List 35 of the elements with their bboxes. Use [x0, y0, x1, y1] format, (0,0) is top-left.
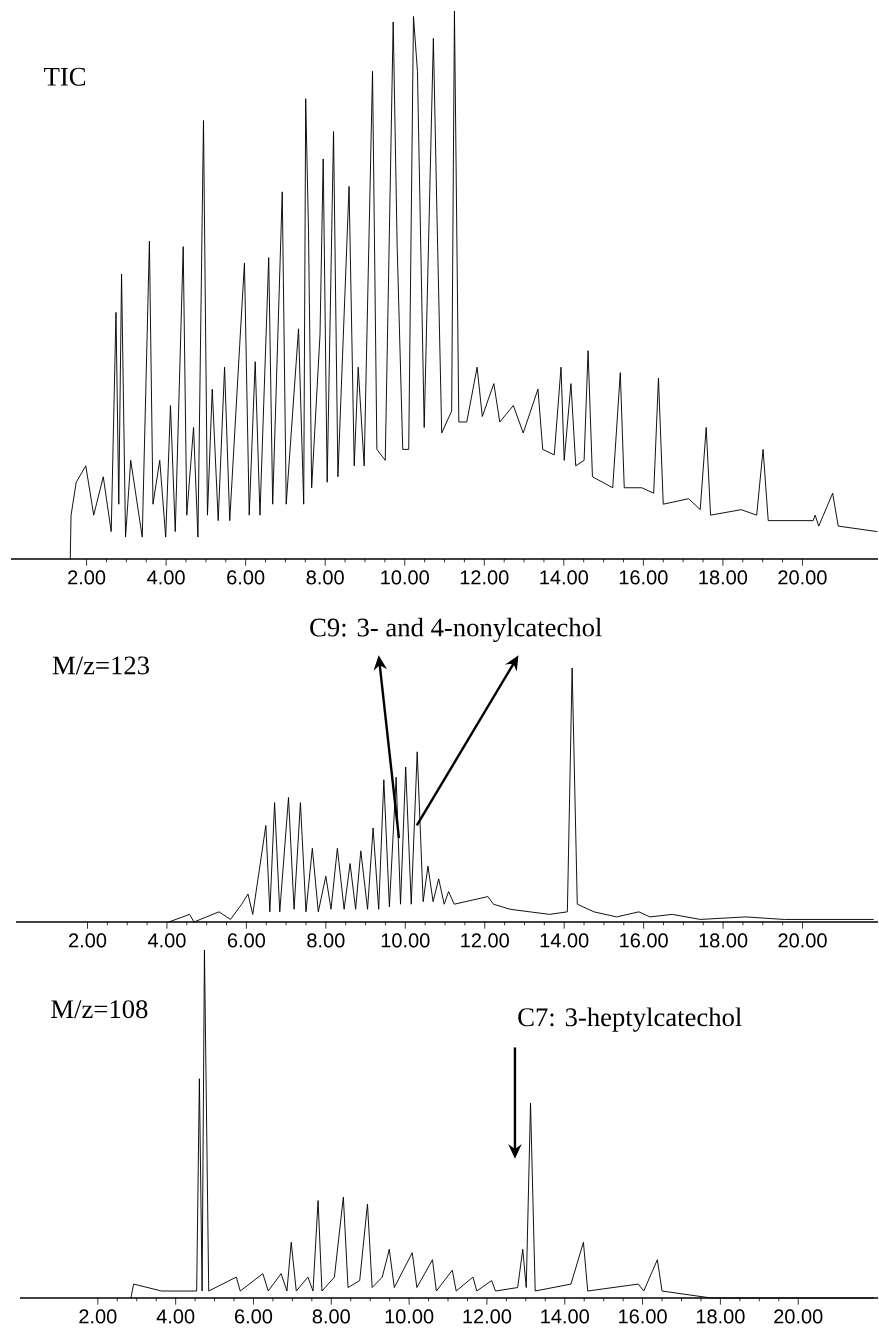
x-tick-label: 18.00	[699, 570, 748, 585]
x-tick-label: 20.00	[778, 933, 827, 948]
text: M/z=108	[51, 1000, 148, 1019]
x-tick-label: 14.00	[540, 570, 589, 585]
x-tick-label: 18.00	[697, 1309, 745, 1324]
text: C9: 3- and 4-nonylcatechol	[310, 617, 603, 643]
x-tick-label: 10.00	[381, 933, 430, 948]
x-tick-label: 8.00	[312, 1309, 351, 1324]
x-tick-label: 12.00	[460, 570, 509, 585]
x-tick-label: 6.00	[228, 933, 266, 948]
x-tick-label: 4.00	[156, 1309, 195, 1324]
x-tick-label: 16.00	[620, 933, 669, 948]
x-tick-label: 20.00	[778, 570, 827, 585]
annotation: C7: 3-heptylcatechol	[518, 1007, 742, 1032]
x-tick-label: 8.00	[307, 933, 345, 948]
x-tick-label: 18.00	[699, 933, 748, 948]
x-tick-label: 16.00	[620, 570, 668, 585]
x-tick-label: 12.00	[461, 933, 510, 948]
x-tick-label: 2.00	[79, 1309, 117, 1324]
x-tick-label: 14.00	[541, 1309, 590, 1324]
x-tick-label: 12.00	[463, 1309, 512, 1324]
x-tick-label: 10.00	[385, 1309, 434, 1324]
x-tick-label: 2.00	[69, 933, 107, 948]
x-tick-label: 2.00	[68, 570, 106, 585]
x-tick-label: 4.00	[148, 933, 186, 948]
x-tick-label: 6.00	[227, 570, 265, 585]
x-tick-label: 6.00	[235, 1309, 273, 1324]
x-tick-label: 14.00	[540, 933, 589, 948]
x-tick-label: 4.00	[147, 570, 185, 585]
x-tick-label: 16.00	[619, 1309, 667, 1324]
chart-title: M/z=123	[52, 656, 150, 675]
x-tick-label: 20.00	[774, 1309, 823, 1324]
x-tick-label: 10.00	[381, 570, 430, 585]
x-tick-label: 8.00	[306, 570, 345, 585]
text: TIC	[44, 67, 86, 86]
